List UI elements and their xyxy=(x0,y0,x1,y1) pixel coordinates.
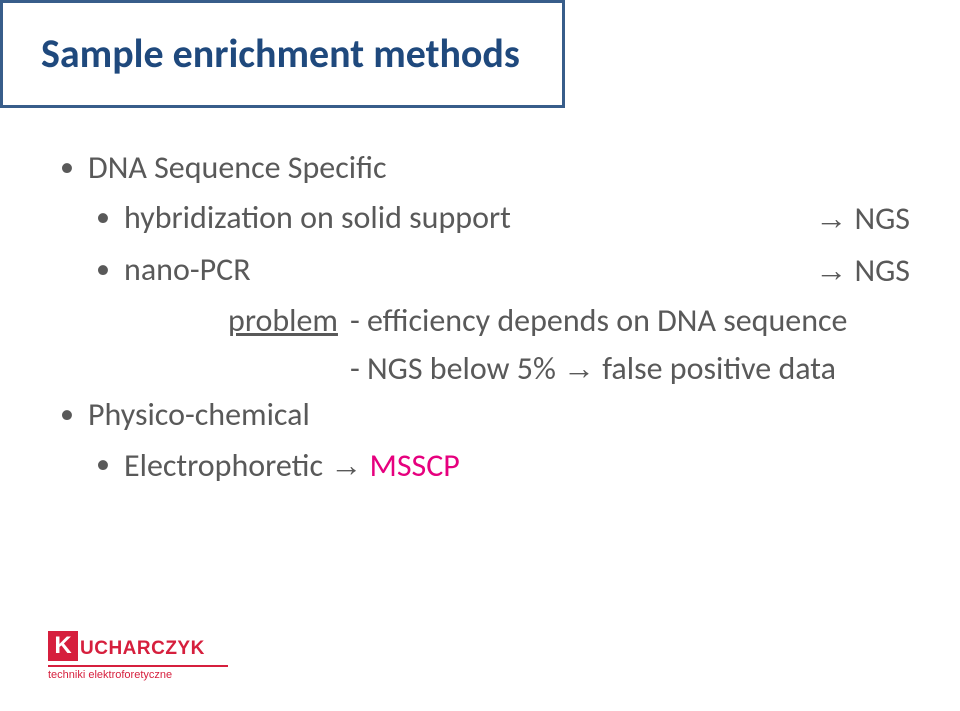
logo-k-box: K xyxy=(48,631,78,661)
slide-title: Sample enrichment methods xyxy=(41,32,520,76)
arrow-icon: → xyxy=(563,350,595,386)
bullet-nano-pcr: nano-PCR → NGS xyxy=(60,247,910,294)
arrow-icon: → xyxy=(330,447,362,483)
arrow-icon: → xyxy=(815,200,847,236)
bullet-label: hybridization on solid support xyxy=(124,195,511,242)
problem-block: problem- efficiency depends on DNA seque… xyxy=(60,298,910,392)
logo-divider xyxy=(48,665,228,667)
arrow-icon: → xyxy=(815,252,847,288)
slide: Sample enrichment methods DNA Sequence S… xyxy=(0,0,960,711)
bullet-text: DNA Sequence Specific xyxy=(88,148,387,187)
value-text: NGS xyxy=(847,251,910,290)
bullet-hybridization: hybridization on solid support → NGS xyxy=(60,195,910,242)
bullet-dna-sequence-specific: DNA Sequence Specific xyxy=(60,145,910,191)
title-box: Sample enrichment methods xyxy=(0,0,565,108)
bullet-text: Physico-chemical xyxy=(88,395,310,434)
problem-lines: - efficiency depends on DNA sequence - NG… xyxy=(350,298,847,392)
value-text: NGS xyxy=(847,199,910,238)
bullet-label: nano-PCR xyxy=(124,247,251,294)
problem-label: problem xyxy=(228,301,350,340)
logo-subtitle: techniki elektroforetyczne xyxy=(48,669,244,681)
bullet-physico-chemical: Physico-chemical xyxy=(60,392,910,438)
bullet-electrophoretic: Electrophoretic → MSSCP xyxy=(60,442,910,489)
logo: K UCHARCZYK techniki elektroforetyczne xyxy=(48,631,244,681)
accent-value: MSSCP xyxy=(362,446,460,485)
bullet-label: Electrophoretic xyxy=(124,446,330,485)
content-area: DNA Sequence Specific hybridization on s… xyxy=(60,145,910,494)
problem-line-2b: false positive data xyxy=(595,349,836,388)
logo-top: K UCHARCZYK xyxy=(48,631,244,661)
problem-line-1: - efficiency depends on DNA sequence xyxy=(350,301,847,340)
logo-wordmark: UCHARCZYK xyxy=(80,638,205,661)
problem-line-2a: - NGS below 5% xyxy=(350,349,563,388)
bullet-value: → NGS xyxy=(815,195,910,242)
bullet-value: → NGS xyxy=(815,247,910,294)
